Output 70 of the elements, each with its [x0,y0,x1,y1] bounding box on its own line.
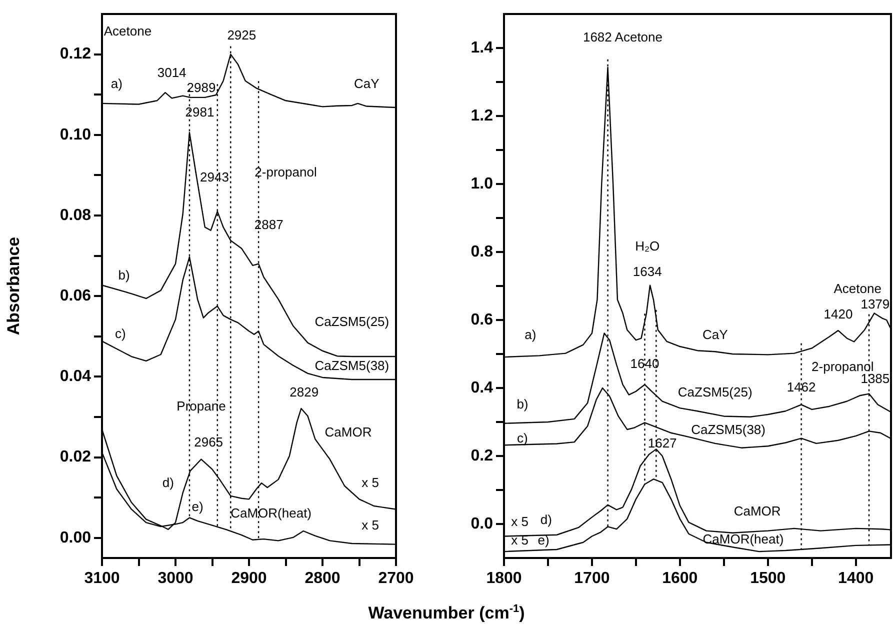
x-tick-label: 1800 [486,570,522,588]
annotation: 2887 [254,217,284,232]
y-tick-label: 0.0 [470,515,494,532]
annotation: CaMOR [734,504,781,519]
annotation: 1682 Acetone [582,29,663,44]
x-tick-label: 2700 [378,570,414,588]
annotation: x 5 [362,475,379,490]
annotation: b) [118,268,130,283]
annotation: CaMOR(heat) [230,505,312,520]
annotation: Propane [176,398,226,414]
x-tick-label: 1500 [750,570,786,588]
x-tick-label: 3100 [84,570,120,588]
y-tick-label: 0.02 [60,448,92,466]
annotation: CaZSM5(38) [691,422,766,438]
annotation: 2-propanol [254,164,317,180]
annotation: 1379 [860,296,890,312]
y-tick-label: 1.0 [470,175,494,192]
y-tick-label: 0.2 [470,447,494,464]
annotation: 2965 [194,434,224,450]
annotation: Acetone [834,280,882,296]
annotation: Acetone [104,24,152,39]
annotation: CaZSM5(38) [314,358,390,374]
x-axis-title: Wavenumber (cm$^{-1}$) [367,603,526,624]
y-tick-label: 0.00 [60,529,92,546]
annotation: 2829 [290,384,319,400]
annotation: 3014 [157,64,186,80]
annotation: CaMOR [324,424,372,440]
annotation: CaZSM5(25) [678,384,752,400]
annotation: CaZSM5(25) [314,314,390,329]
annotation: c) [114,326,126,341]
annotation: a) [524,326,536,342]
x-tick-label: 2900 [231,570,267,588]
annotation: 1627 [648,436,677,451]
annotation: 2943 [200,170,229,185]
x-tick-label: 1600 [662,570,698,588]
y-tick-label: 0.10 [60,126,92,144]
annotation: 1420 [824,306,853,322]
y-tick-label: 0.08 [60,206,92,224]
annotation: x 5 [511,514,529,529]
y-tick-label: 0.8 [470,243,494,260]
annotation: CaMOR(heat) [702,532,784,547]
annotation: H₂O [635,238,660,254]
x-tick-label: 1400 [838,570,874,588]
annotation: e) [538,532,550,548]
annotation: 1634 [632,264,662,279]
y-tick-label: 0.04 [60,368,92,386]
y-tick-label: 0.4 [470,379,494,396]
annotation: x 5 [362,517,379,532]
annotation: 2989 [186,80,216,96]
y-tick-label: 0.6 [470,311,494,328]
x-tick-label: 3000 [158,570,194,588]
y-tick-label: 0.12 [60,46,92,63]
y-tick-label: 0.06 [60,287,92,304]
annotation: d) [540,512,552,528]
annotation: b) [516,396,528,412]
annotation: a) [110,76,122,92]
annotation: d) [162,475,174,490]
x-tick-label: 2800 [304,570,340,588]
y-tick-label: 1.2 [470,107,494,124]
x-tick-label: 1700 [574,570,610,588]
annotation: e) [192,499,204,514]
annotation: c) [517,430,528,446]
annotation: 1640 [630,356,660,371]
annotation: 1462 [786,380,816,395]
annotation: CaY [702,326,728,342]
y-axis-title: Absorbance [4,236,23,336]
annotation: 2981 [185,104,214,120]
annotation: CaY [354,76,380,92]
y-tick-label: 1.4 [470,39,494,56]
annotation: 2925 [227,28,256,43]
